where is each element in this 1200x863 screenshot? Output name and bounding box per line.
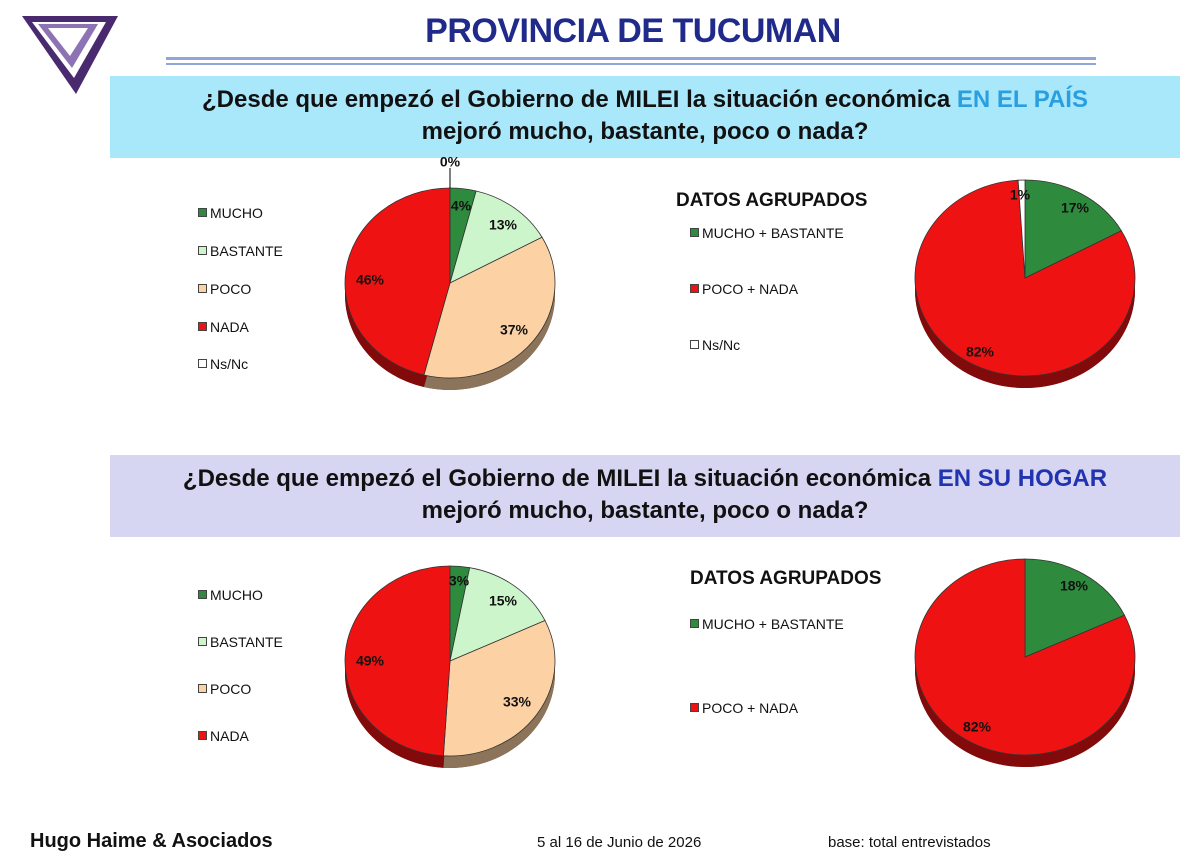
pie-slice <box>344 187 451 376</box>
data-label: 82% <box>966 344 995 360</box>
data-label: 4% <box>451 198 472 214</box>
question-banner-pais: ¿Desde que empezó el Gobierno de MILEI l… <box>110 76 1180 158</box>
question-text-line2: mejoró mucho, bastante, poco o nada? <box>421 497 869 524</box>
legend-swatch <box>198 322 207 331</box>
legend-swatch <box>690 228 699 237</box>
question-highlight: EN SU HOGAR <box>937 465 1108 492</box>
data-label: 49% <box>356 653 385 669</box>
legend-item: MUCHO <box>198 205 263 221</box>
legend-item: MUCHO + BASTANTE <box>690 225 844 241</box>
question-text: ¿Desde que empezó el Gobierno de MILEI l… <box>202 86 957 113</box>
legend-swatch <box>690 340 699 349</box>
legend-swatch <box>198 684 207 693</box>
legend-item: POCO <box>198 681 251 697</box>
data-label: 3% <box>449 573 470 589</box>
pie-slice <box>914 179 1136 377</box>
data-label: 15% <box>489 593 518 609</box>
legend-label: POCO <box>210 281 252 297</box>
question-banner-hogar: ¿Desde que empezó el Gobierno de MILEI l… <box>110 455 1180 537</box>
legend-item: MUCHO <box>198 587 263 603</box>
legend-item: POCO + NADA <box>690 700 798 716</box>
legend-label: MUCHO + BASTANTE <box>702 616 844 632</box>
pie-slice <box>449 567 546 662</box>
legend-swatch <box>198 208 207 217</box>
legend-label: BASTANTE <box>210 243 283 259</box>
question-highlight: EN EL PAÍS <box>956 86 1088 113</box>
question-text: ¿Desde que empezó el Gobierno de MILEI l… <box>182 465 938 492</box>
legend-swatch <box>198 359 207 368</box>
data-label: 18% <box>1060 578 1089 594</box>
legend-item: Ns/Nc <box>690 337 740 353</box>
data-label: 37% <box>500 322 529 338</box>
legend-item: NADA <box>198 728 249 744</box>
legend-swatch <box>690 619 699 628</box>
legend-item: BASTANTE <box>198 243 283 259</box>
data-label: 82% <box>963 719 992 735</box>
legend-label: POCO + NADA <box>702 281 799 297</box>
pie-slice <box>1024 179 1122 279</box>
pie-slice <box>344 565 451 757</box>
legend-swatch <box>690 284 699 293</box>
pie-slice <box>914 558 1136 756</box>
page-title: PROVINCIA DE TUCUMAN <box>425 12 841 50</box>
pie-slice <box>1024 558 1126 658</box>
legend-label: POCO + NADA <box>702 700 799 716</box>
legend-swatch <box>690 703 699 712</box>
legend-label: NADA <box>210 728 249 744</box>
legend-swatch <box>198 731 207 740</box>
legend-swatch <box>198 246 207 255</box>
title-rule <box>166 63 1096 65</box>
legend-item: Ns/Nc <box>198 356 248 372</box>
pie-slice <box>423 236 556 379</box>
data-label: 13% <box>489 217 518 233</box>
data-label: 33% <box>503 694 532 710</box>
question-text-line2: mejoró mucho, bastante, poco o nada? <box>421 118 869 145</box>
legend-item: BASTANTE <box>198 634 283 650</box>
pie-chart-3: 3% 15% 33% 49% <box>344 565 556 768</box>
pie-chart-4: 18% 82% <box>914 558 1136 767</box>
legend-label: NADA <box>210 319 249 335</box>
grouped-title: DATOS AGRUPADOS <box>676 190 868 211</box>
pie-chart-2: 17% 82% 1% <box>914 179 1136 389</box>
legend-label: Ns/Nc <box>210 356 249 372</box>
legend-label: BASTANTE <box>210 634 283 650</box>
legend-swatch <box>198 284 207 293</box>
company-name: Hugo Haime & Asociados <box>30 830 273 852</box>
survey-dates: 5 al 16 de Junio de 2026 <box>537 834 702 851</box>
data-label: 1% <box>1010 187 1031 203</box>
pie-slice <box>1017 179 1026 279</box>
legend-swatch <box>198 637 207 646</box>
legend-label: MUCHO + BASTANTE <box>702 225 844 241</box>
survey-base: base: total entrevistados <box>828 834 991 851</box>
data-label: 17% <box>1061 200 1090 216</box>
legend-label: Ns/Nc <box>702 337 741 353</box>
legend-item: POCO <box>198 281 251 297</box>
grouped-title: DATOS AGRUPADOS <box>690 568 882 589</box>
legend-item: MUCHO + BASTANTE <box>690 616 844 632</box>
pie-slice <box>442 620 556 757</box>
data-label: 46% <box>356 272 385 288</box>
legend-label: POCO <box>210 681 252 697</box>
pie-slice <box>449 190 543 284</box>
pie-chart-1: 4% 13% 37% 46% 0% <box>344 154 556 391</box>
legend-item: NADA <box>198 319 249 335</box>
legend-label: MUCHO <box>210 587 263 603</box>
legend-swatch <box>198 590 207 599</box>
legend-label: MUCHO <box>210 205 263 221</box>
title-rule <box>166 57 1096 60</box>
data-label: 0% <box>440 154 461 170</box>
legend-item: POCO + NADA <box>690 281 798 297</box>
company-logo <box>22 16 118 94</box>
